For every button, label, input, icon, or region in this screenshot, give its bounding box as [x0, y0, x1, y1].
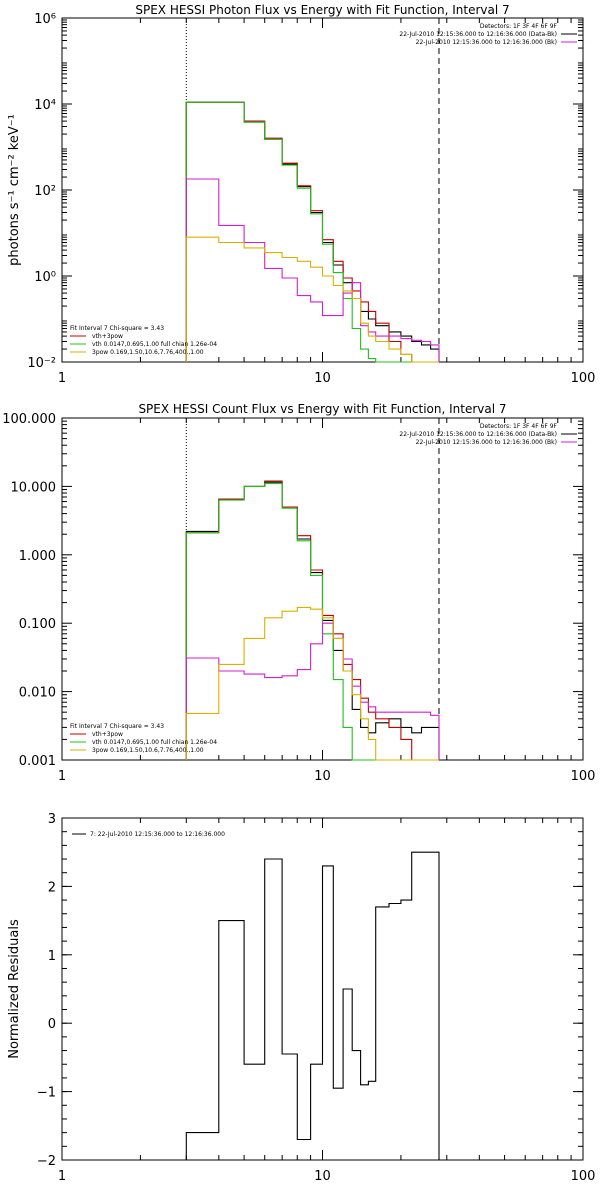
legend-bottom-left-text: vth 0.0147,0.695,1.00 full chian 1.26e-0…	[92, 341, 217, 348]
legend-top-right-text: 22-Jul-2010 12:15:36.000 to 12:16:36.000…	[399, 431, 557, 438]
series-vth-3pow	[185, 101, 439, 363]
x-tick-label: 10	[314, 1169, 331, 1184]
series-3pow	[185, 236, 439, 363]
series-residuals	[185, 851, 440, 1160]
chart-panel-2: SPEX HESSI Count Flux vs Energy with Fit…	[2, 402, 595, 784]
y-tick-label: 10⁴	[34, 98, 56, 113]
series-vth-3pow	[185, 480, 439, 761]
chart-panel-1: SPEX HESSI Photon Flux vs Energy with Fi…	[7, 3, 595, 386]
x-tick-label: 100	[571, 769, 596, 784]
legend-top-right-text: 22-Jul-2010 12:15:36.000 to 12:16:36.000…	[416, 439, 557, 446]
legend-bottom-left-text: vth+3pow	[92, 731, 123, 738]
y-tick-label: 10⁶	[34, 12, 56, 27]
x-tick-label: 1	[58, 371, 66, 386]
y-tick-label: 0.100	[19, 617, 56, 632]
y-tick-label: 2	[48, 880, 56, 895]
legend-bottom-left-text: Fit Interval 7 Chi-square = 3.43	[70, 723, 164, 730]
y-tick-label: 10⁻²	[27, 356, 56, 371]
y-tick-label: −2	[37, 1154, 56, 1169]
y-tick-label: 1.000	[19, 549, 56, 564]
chart-panel-3: 1 10 100 −2 −1 0 1 2 3 Normalized Residuals 7: 22-…	[7, 812, 595, 1184]
legend-bottom-left-text: vth 0.0147,0.695,1.00 full chian 1.26e-0…	[92, 739, 217, 746]
legend-top-right-text: Detectors: 1F 3F 4F 6F 9F	[480, 423, 558, 430]
series-data-bk	[185, 481, 440, 760]
legend-bottom-left-text: vth+3pow	[92, 333, 123, 340]
chart-title: SPEX HESSI Photon Flux vs Energy with Fi…	[135, 3, 509, 17]
y-axis-label: photons s⁻¹ cm⁻² keV⁻¹	[7, 114, 22, 266]
x-tick-label: 1	[58, 769, 66, 784]
chart-title: SPEX HESSI Count Flux vs Energy with Fit…	[138, 402, 506, 416]
y-tick-label: 0.001	[19, 754, 56, 769]
y-tick-label: 3	[48, 812, 56, 827]
y-tick-label: 10²	[34, 184, 56, 199]
series-3pow	[185, 606, 439, 761]
y-tick-label: 100.000	[2, 412, 56, 427]
legend-bottom-left-text: 3pow 0.169,1.50,10.6,7.76,400.,1.00	[92, 747, 204, 754]
x-tick-label: 1	[58, 1169, 66, 1184]
y-tick-label: 0	[48, 1017, 56, 1032]
y-tick-label: 10.000	[11, 480, 57, 495]
legend-top-left-text: 7: 22-Jul-2010 12:15:36.000 to 12:16:36.…	[90, 831, 225, 838]
legend-top-right-text: Detectors: 1F 3F 4F 6F 9F	[480, 23, 558, 30]
series-data-bk	[185, 101, 440, 362]
y-tick-label: 10⁰	[34, 270, 56, 285]
y-tick-label: 0.010	[19, 686, 56, 701]
legend-bottom-left-text: Fit Interval 7 Chi-square = 3.43	[70, 325, 164, 332]
legend-bottom-left-text: 3pow 0.169,1.50,10.6,7.76,400.,1.00	[92, 349, 204, 356]
y-axis-label: Normalized Residuals	[7, 919, 22, 1059]
x-tick-label: 100	[571, 371, 596, 386]
y-tick-label: 1	[48, 949, 56, 964]
series-vth	[185, 101, 439, 363]
y-tick-label: −1	[37, 1086, 56, 1101]
legend-top-right-text: 22-Jul-2010 12:15:36.000 to 12:16:36.000…	[399, 31, 557, 38]
legend-top-right-text: 22-Jul-2010 12:15:36.000 to 12:16:36.000…	[416, 39, 557, 46]
x-tick-label: 10	[314, 371, 331, 386]
x-tick-label: 100	[571, 1169, 596, 1184]
series-bk	[185, 178, 440, 362]
x-tick-label: 10	[314, 769, 331, 784]
